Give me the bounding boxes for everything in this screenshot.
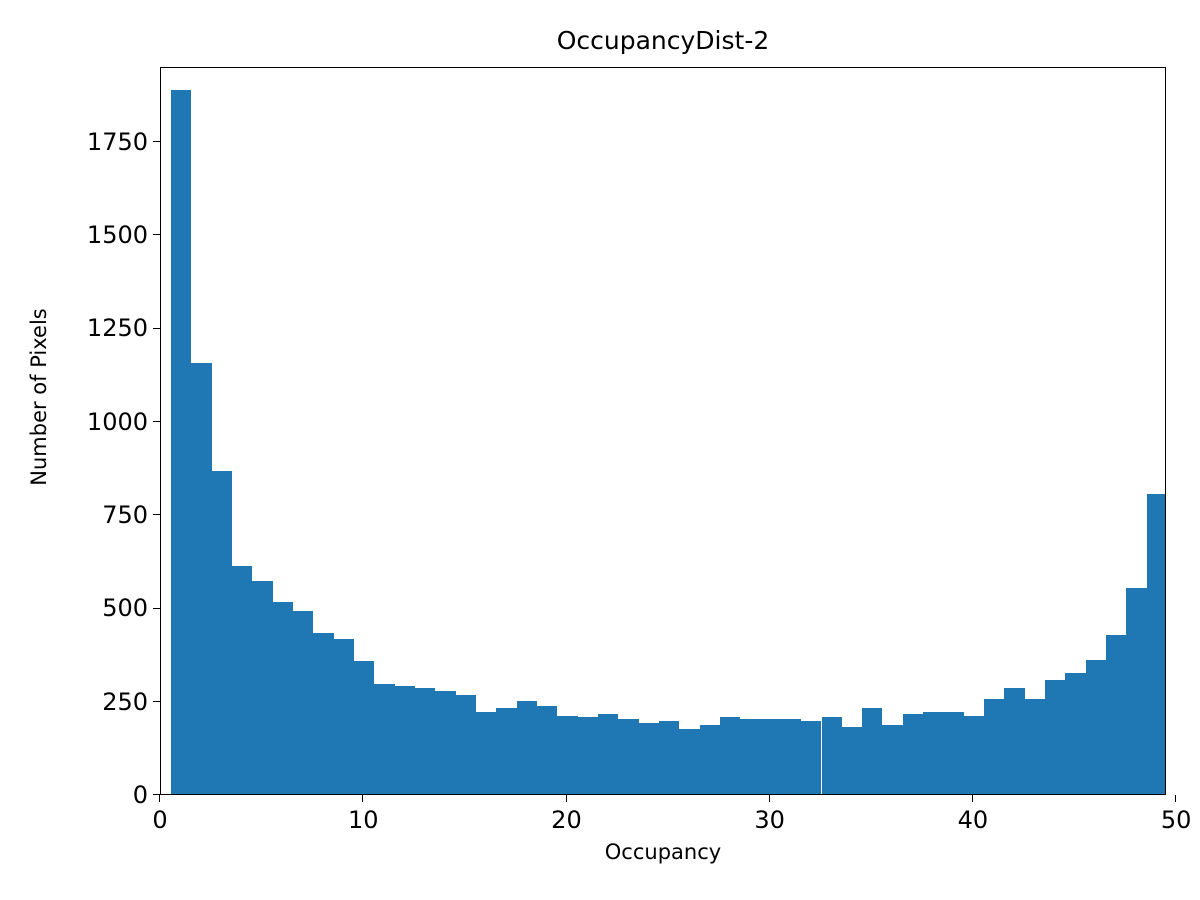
y-axis-tick [153, 700, 160, 702]
x-axis-tick [768, 795, 770, 802]
histogram-bar [1045, 680, 1066, 794]
histogram-bar [821, 717, 842, 794]
histogram-bar [333, 639, 355, 794]
y-axis-tick-label: 250 [102, 687, 148, 716]
x-axis-tick [972, 795, 974, 802]
chart-title: OccupancyDist-2 [556, 26, 770, 55]
x-axis-tick-label: 0 [152, 806, 168, 834]
y-axis-tick [153, 327, 160, 329]
histogram-bar [597, 713, 619, 794]
histogram-bar [719, 717, 741, 794]
histogram-bar [740, 719, 761, 794]
histogram-bars [161, 68, 1165, 794]
histogram-bar [516, 700, 537, 794]
y-axis-tick [153, 607, 160, 609]
histogram-bar [1085, 659, 1107, 794]
histogram-bar [374, 683, 395, 794]
y-axis-tick-label: 1250 [86, 314, 148, 343]
y-axis-tick-label: 1500 [86, 221, 148, 249]
y-axis-tick-label: 1750 [86, 127, 148, 156]
histogram-bar [394, 685, 416, 794]
histogram-bar [211, 471, 233, 794]
histogram-bar [272, 601, 294, 794]
x-axis-tick [1175, 795, 1177, 802]
plot-area [160, 67, 1166, 795]
y-axis-tick-label: 500 [102, 594, 148, 623]
histogram-bar [313, 633, 334, 794]
histogram-bar [963, 715, 985, 794]
x-axis-tick-label: 50 [1160, 806, 1192, 834]
histogram-bar [780, 719, 802, 794]
histogram-bar [902, 713, 924, 794]
y-axis-tick [153, 514, 160, 516]
histogram-bar [943, 711, 964, 794]
histogram-bar [760, 719, 781, 794]
histogram-bar [1024, 698, 1046, 794]
histogram-bar [293, 611, 314, 794]
histogram-bar [496, 708, 517, 794]
y-axis-tick [153, 420, 160, 422]
histogram-bar [638, 723, 659, 794]
histogram-bar [557, 715, 578, 794]
x-axis-tick [565, 795, 567, 802]
histogram-bar [841, 726, 863, 794]
x-axis-tick-label: 40 [957, 806, 989, 834]
histogram-bar [354, 661, 375, 794]
y-axis-tick-label: 1000 [86, 407, 148, 436]
y-axis-tick-label: 750 [102, 501, 148, 529]
histogram-bar [1126, 588, 1147, 794]
histogram-bar [476, 711, 497, 794]
x-axis-tick-label: 30 [754, 806, 785, 834]
histogram-bar [1004, 687, 1025, 794]
histogram-bar [1065, 672, 1086, 794]
histogram-bar [171, 89, 192, 794]
histogram-bar [699, 724, 720, 794]
histogram-bar [455, 695, 476, 794]
x-axis-tick [362, 795, 364, 802]
x-axis-tick [159, 795, 161, 802]
histogram-bar [252, 581, 273, 794]
y-axis-tick [153, 794, 160, 796]
histogram-bar [1146, 493, 1165, 794]
y-axis-tick-label: 0 [132, 781, 148, 809]
y-axis-label: Number of Pixels [27, 308, 51, 486]
x-axis-label: Occupancy [604, 840, 722, 864]
histogram-bar [658, 721, 680, 794]
x-axis-tick-label: 10 [347, 806, 379, 834]
histogram-bar [679, 728, 700, 794]
histogram-bar [191, 362, 212, 794]
histogram-bar [232, 566, 253, 794]
y-axis-tick [153, 234, 160, 236]
histogram-bar [415, 687, 436, 794]
y-axis-tick [153, 140, 160, 142]
histogram-bar [984, 698, 1005, 794]
histogram-bar [923, 711, 944, 794]
x-axis-tick-label: 20 [551, 806, 582, 834]
histogram-bar [882, 724, 903, 794]
histogram-bar [618, 719, 639, 794]
histogram-bar [862, 708, 883, 794]
histogram-bar [577, 717, 598, 794]
histogram-bar [1106, 635, 1127, 794]
histogram-bar [536, 706, 558, 794]
histogram-bar [435, 691, 456, 794]
histogram-bar [801, 721, 822, 794]
